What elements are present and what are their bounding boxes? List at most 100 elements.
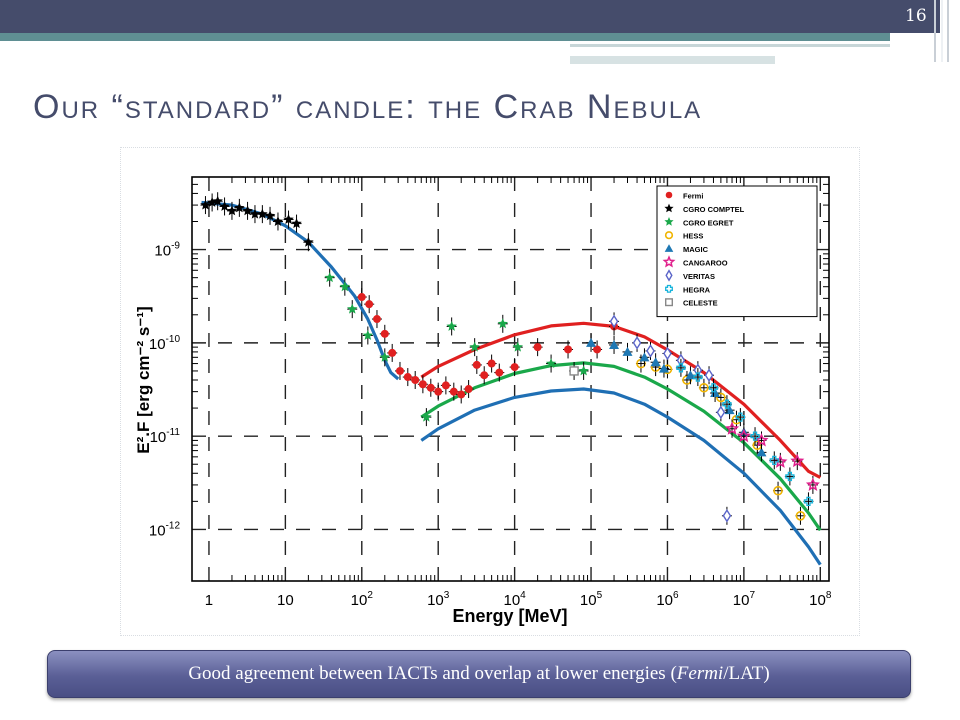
marker-open-square xyxy=(665,298,674,307)
legend-item: CELESTE xyxy=(665,298,718,308)
x-tick-exponent: 6 xyxy=(673,590,679,601)
legend-label: VERITAS xyxy=(683,272,715,281)
header-accent-line-short xyxy=(570,56,775,64)
marker-star xyxy=(379,351,390,362)
marker-circle xyxy=(418,380,427,389)
data-points xyxy=(200,192,820,525)
marker-star xyxy=(324,272,335,283)
x-tick-label: 108 xyxy=(809,590,832,609)
corner-rule xyxy=(947,0,949,62)
marker-open-cross xyxy=(803,496,814,506)
marker-circle xyxy=(487,359,496,368)
y-tick-exponent: -11 xyxy=(166,427,180,438)
y-tick-exponent: -12 xyxy=(166,520,181,531)
caption-emphasis: Fermi xyxy=(676,663,724,684)
caption-banner: Good agreement between IACTs and overlap… xyxy=(47,650,911,698)
plot-area-border xyxy=(191,176,830,582)
y-tick-label: 10-9 xyxy=(154,241,180,260)
marker-open-diamond xyxy=(704,368,714,383)
marker-open-diamond xyxy=(663,346,672,361)
marker-star xyxy=(347,303,358,314)
legend: Fermi CGRO COMPTEL CGRO EGRET HESS MAGIC CANG… xyxy=(656,185,818,318)
marker-circle xyxy=(472,360,481,369)
x-tick-exponent: 5 xyxy=(597,590,603,601)
marker-circle xyxy=(388,348,397,357)
marker-triangle xyxy=(650,357,661,367)
marker-open-star xyxy=(724,421,740,435)
marker-star xyxy=(545,358,557,368)
marker-star xyxy=(362,330,374,340)
x-tick-label: 102 xyxy=(351,590,374,609)
legend-item: Fermi xyxy=(665,192,703,201)
marker-open-circle xyxy=(716,392,726,403)
y-tick-exponent: -9 xyxy=(171,241,180,252)
marker-star xyxy=(242,205,253,216)
legend-label: CANGAROO xyxy=(683,259,728,268)
marker-star xyxy=(303,236,314,247)
series-cgro-comptel xyxy=(200,192,314,252)
marker-circle xyxy=(564,345,573,354)
marker-circle xyxy=(593,345,602,354)
model-curve xyxy=(201,200,400,381)
marker-open-diamond xyxy=(665,269,673,282)
marker-star xyxy=(226,205,238,216)
x-tick-label: 10 xyxy=(277,592,294,609)
series-hess xyxy=(635,354,806,525)
marker-star xyxy=(249,208,261,219)
legend-item: MAGIC xyxy=(664,244,709,254)
marker-triangle xyxy=(639,352,650,362)
x-tick-label: 105 xyxy=(580,590,603,609)
marker-star xyxy=(257,208,268,219)
legend-label: Fermi xyxy=(683,192,703,201)
x-tick-exponent: 8 xyxy=(826,590,832,601)
marker-open-diamond xyxy=(609,314,619,329)
marker-star xyxy=(339,281,351,292)
marker-open-cross xyxy=(750,431,760,441)
marker-open-circle xyxy=(773,485,783,496)
series-hegra xyxy=(675,358,814,511)
series-cangaroo xyxy=(724,419,820,494)
marker-open-circle xyxy=(795,510,806,521)
marker-circle xyxy=(510,363,519,372)
marker-star xyxy=(497,318,508,329)
marker-circle xyxy=(380,329,389,338)
x-tick-exponent: 4 xyxy=(520,590,526,601)
marker-circle xyxy=(395,366,404,375)
marker-open-cross xyxy=(722,399,732,409)
model-curve xyxy=(420,361,822,532)
legend-item: CGRO EGRET xyxy=(664,217,734,227)
marker-open-circle xyxy=(682,375,692,385)
marker-open-diamond xyxy=(646,344,655,358)
marker-open-cross xyxy=(708,383,719,393)
y-tick-label: 10-10 xyxy=(149,334,181,353)
marker-star xyxy=(234,202,245,213)
x-tick-label: 103 xyxy=(427,590,450,609)
legend-item: CANGAROO xyxy=(662,255,728,268)
x-tick-exponent: 3 xyxy=(444,590,450,601)
marker-circle xyxy=(495,368,504,377)
marker-open-square xyxy=(569,366,579,376)
y-axis-label: E².F [erg cm⁻² s⁻¹] xyxy=(134,306,153,453)
marker-open-star xyxy=(805,477,820,492)
marker-circle xyxy=(464,385,473,394)
x-tick-label: 106 xyxy=(656,590,679,609)
marker-open-diamond xyxy=(722,508,732,523)
marker-star xyxy=(446,320,457,331)
marker-circle xyxy=(357,293,366,302)
x-tick-exponent: 2 xyxy=(367,590,373,601)
legend-item: HEGRA xyxy=(665,284,711,294)
y-tick-label: 10-12 xyxy=(149,520,181,539)
marker-circle xyxy=(403,373,412,382)
marker-circle xyxy=(365,300,374,309)
marker-open-diamond xyxy=(716,405,726,420)
slide-number: 16 xyxy=(905,6,927,26)
marker-triangle xyxy=(710,388,721,398)
y-tick-exponent: -10 xyxy=(166,334,181,345)
marker-circle xyxy=(372,315,381,324)
x-tick-label: 107 xyxy=(733,590,756,609)
legend-label: CGRO EGRET xyxy=(683,218,734,227)
marker-star xyxy=(469,341,480,352)
marker-triangle xyxy=(586,337,597,347)
marker-star xyxy=(206,197,218,207)
